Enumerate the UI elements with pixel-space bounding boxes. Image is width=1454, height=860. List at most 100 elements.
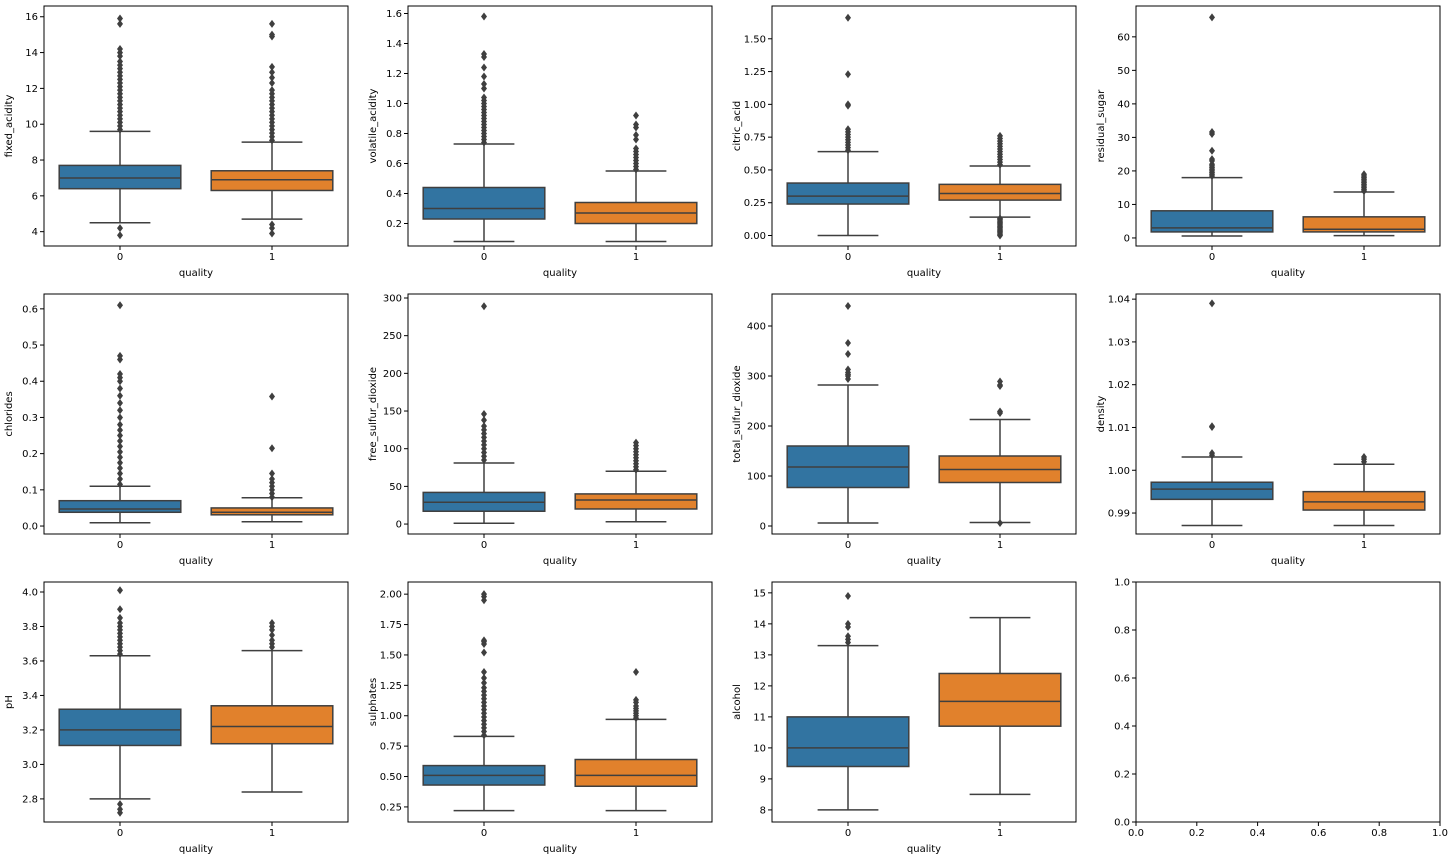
y-tick-label: 40 <box>1117 99 1130 110</box>
y-tick-label: 0 <box>1124 233 1130 244</box>
box <box>938 183 1062 201</box>
axes-frame <box>771 5 1077 247</box>
y-tick-label: 6 <box>32 191 38 202</box>
y-tick-label: 0 <box>396 520 402 531</box>
y-axis-label: sulphates <box>368 678 379 726</box>
x-tick-label: 0.4 <box>1250 828 1266 839</box>
x-tick-label: 0 <box>1209 540 1215 551</box>
x-axis-label: quality <box>907 556 941 567</box>
outlier <box>481 422 487 431</box>
outlier <box>997 377 1003 386</box>
outlier <box>845 350 851 358</box>
y-tick-label: 250 <box>383 331 402 342</box>
outlier <box>269 392 275 401</box>
outlier <box>845 339 851 347</box>
outlier <box>117 480 123 489</box>
axes-frame <box>771 581 1077 823</box>
outlier <box>1361 452 1367 461</box>
outlier <box>633 438 639 447</box>
y-tick-label: 100 <box>383 444 402 455</box>
outlier <box>117 458 123 467</box>
x-tick-label: 1 <box>997 828 1003 839</box>
outlier <box>481 636 487 645</box>
outlier <box>633 131 639 139</box>
outlier <box>269 229 275 238</box>
y-axis-label: citric_acid <box>732 101 743 151</box>
outlier <box>117 384 123 393</box>
y-tick-label: 14 <box>753 619 766 630</box>
x-tick-label: 0.2 <box>1189 828 1205 839</box>
outlier <box>633 144 639 153</box>
x-tick-label: 1 <box>269 540 275 551</box>
y-tick-label: 20 <box>1117 166 1130 177</box>
outlier <box>117 351 123 360</box>
y-axis-label: free_sulfur_dioxide <box>368 367 379 461</box>
y-tick-label: 3.6 <box>22 656 38 667</box>
y-tick-label: 300 <box>747 372 766 383</box>
y-tick-label: 0.99 <box>1108 509 1130 520</box>
outlier <box>481 93 487 102</box>
outlier <box>269 444 275 453</box>
y-tick-label: 4 <box>32 227 38 238</box>
outlier <box>117 406 123 415</box>
y-tick-label: 0.8 <box>1114 626 1130 637</box>
x-tick-label: 1 <box>633 252 639 263</box>
x-tick-label: 0 <box>117 828 123 839</box>
x-tick-label: 0 <box>1209 252 1215 263</box>
box <box>1302 216 1426 233</box>
outlier <box>481 72 487 81</box>
y-tick-label: 0.4 <box>386 189 402 200</box>
x-tick-label: 0 <box>845 540 851 551</box>
x-tick-label: 0 <box>845 828 851 839</box>
outlier <box>845 591 851 600</box>
outlier <box>269 19 275 28</box>
x-axis-label: quality <box>543 268 577 279</box>
outlier <box>997 407 1003 416</box>
outlier <box>117 442 123 451</box>
y-tick-label: 50 <box>1117 66 1130 77</box>
outlier <box>117 398 123 407</box>
y-tick-label: 1.50 <box>744 34 766 45</box>
box <box>1302 490 1426 511</box>
outlier <box>845 70 851 79</box>
y-tick-label: 10 <box>1117 200 1130 211</box>
axes-frame <box>407 293 713 535</box>
axes-frame <box>1135 581 1441 823</box>
y-tick-label: 0.25 <box>380 802 402 813</box>
y-tick-label: 1.0 <box>386 99 402 110</box>
outlier <box>997 519 1003 527</box>
axes-frame <box>1135 293 1441 535</box>
y-tick-label: 60 <box>1117 32 1130 43</box>
y-tick-label: 1.00 <box>380 711 402 722</box>
y-tick-label: 9 <box>760 774 766 785</box>
y-tick-label: 1.00 <box>744 100 766 111</box>
outlier <box>1209 422 1215 431</box>
y-tick-label: 0.6 <box>1114 674 1130 685</box>
box <box>1150 210 1274 233</box>
axes-frame <box>407 5 713 247</box>
y-tick-label: 100 <box>747 472 766 483</box>
outlier <box>845 125 851 134</box>
box <box>58 708 182 747</box>
x-axis-label: quality <box>179 556 213 567</box>
outlier <box>117 469 123 478</box>
y-tick-label: 400 <box>747 322 766 333</box>
outlier <box>845 13 851 22</box>
y-axis-label: residual_sugar <box>1096 89 1107 163</box>
y-tick-label: 11 <box>753 712 766 723</box>
y-tick-label: 30 <box>1117 133 1130 144</box>
box <box>1150 481 1274 501</box>
outlier <box>117 413 123 422</box>
x-tick-label: 0 <box>845 252 851 263</box>
y-axis-label: fixed_acidity <box>4 95 15 158</box>
y-tick-label: 0.00 <box>744 231 766 242</box>
y-tick-label: 0 <box>760 522 766 533</box>
outlier <box>1209 449 1215 458</box>
y-tick-label: 3.2 <box>22 725 38 736</box>
y-axis-label: chlorides <box>4 391 15 436</box>
outlier <box>481 12 487 21</box>
y-tick-label: 1.50 <box>380 650 402 661</box>
outlier <box>481 84 487 93</box>
outlier <box>997 131 1003 140</box>
box <box>210 170 334 192</box>
